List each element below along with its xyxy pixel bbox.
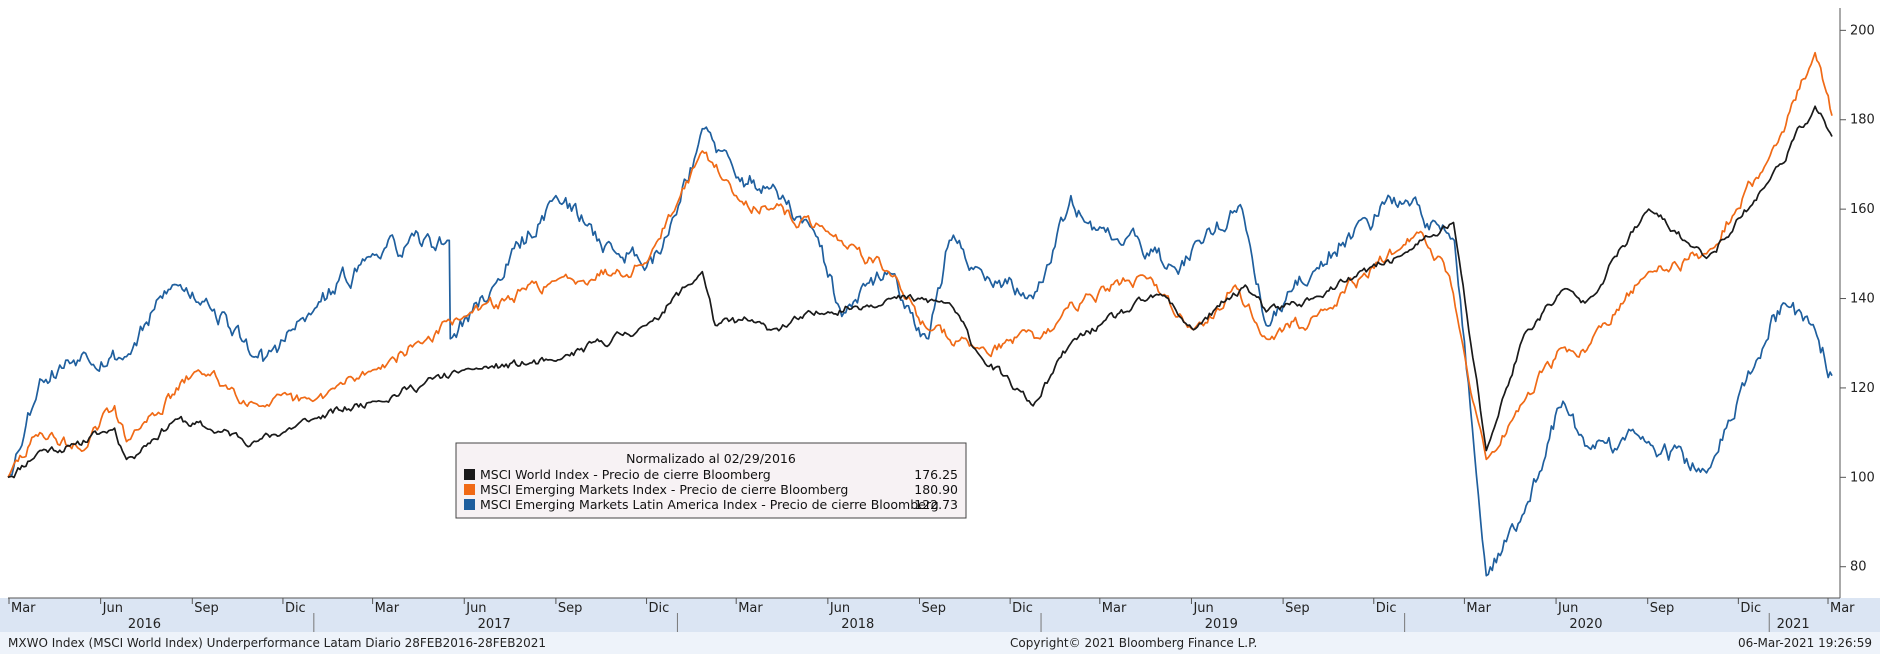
footer-band <box>0 632 1880 654</box>
x-month-tick-label: Mar <box>1102 601 1127 616</box>
x-month-tick-label: Dic <box>285 601 306 616</box>
y-tick-label: 80 <box>1850 560 1867 575</box>
y-axis-ticks: 80 100 120 140 160 180 200 <box>1840 23 1875 575</box>
x-year-tick-label: 2021 <box>1777 617 1810 632</box>
x-month-tick-label: Sep <box>194 601 219 616</box>
x-axis-ticks: Mar Jun Sep Dic Mar Jun Sep Dic Mar Jun Sep Dic Mar J… <box>8 598 1855 632</box>
x-month-tick-label: Dic <box>1376 601 1397 616</box>
x-month-tick-label: Sep <box>558 601 583 616</box>
series-line-world <box>7 105 1833 479</box>
y-tick-label: 200 <box>1850 23 1875 38</box>
x-month-tick-label: Mar <box>1830 601 1855 616</box>
series-line-latam <box>7 126 1833 577</box>
y-tick-label: 100 <box>1850 470 1875 485</box>
x-month-tick-label: Dic <box>1740 601 1761 616</box>
footer-copyright-text: Copyright© 2021 Bloomberg Finance L.P. <box>1010 636 1257 650</box>
y-tick-label: 180 <box>1850 113 1875 128</box>
legend: Normalizado al 02/29/2016 MSCI World Ind… <box>455 442 967 519</box>
x-month-tick-label: Mar <box>1466 601 1491 616</box>
series-line-em <box>7 51 1833 478</box>
legend-swatch-world <box>464 469 475 480</box>
x-month-tick-label: Jun <box>1192 601 1213 616</box>
x-month-tick-label: Dic <box>1012 601 1033 616</box>
x-month-tick-label: Mar <box>375 601 400 616</box>
x-month-tick-label: Mar <box>11 601 36 616</box>
y-tick-label: 160 <box>1850 202 1875 217</box>
legend-value-em: 180.90 <box>914 482 958 497</box>
legend-swatch-em <box>464 484 475 495</box>
legend-value-latam: 122.73 <box>914 497 958 512</box>
footer-timestamp-text: 06-Mar-2021 19:26:59 <box>1738 636 1872 650</box>
y-tick-label: 140 <box>1850 292 1875 307</box>
series-layer <box>7 51 1833 577</box>
x-month-tick-label: Jun <box>102 601 123 616</box>
x-month-tick-label: Sep <box>1650 601 1675 616</box>
x-year-tick-label: 2018 <box>841 617 874 632</box>
x-month-tick-label: Sep <box>1285 601 1310 616</box>
x-month-tick-label: Sep <box>922 601 947 616</box>
plot-area <box>7 51 1833 577</box>
x-month-tick-label: Mar <box>738 601 763 616</box>
legend-box <box>455 442 967 519</box>
legend-value-world: 176.25 <box>914 467 958 482</box>
legend-swatch-latam <box>464 499 475 510</box>
x-month-tick-label: Jun <box>1557 601 1578 616</box>
legend-label-em: MSCI Emerging Markets Index - Precio de … <box>480 482 848 497</box>
x-year-tick-label: 2019 <box>1205 617 1238 632</box>
x-year-tick-label: 2016 <box>128 617 161 632</box>
x-month-tick-label: Dic <box>649 601 670 616</box>
x-year-tick-label: 2017 <box>478 617 511 632</box>
legend-label-world: MSCI World Index - Precio de cierre Bloo… <box>480 467 771 482</box>
footer-left-text: MXWO Index (MSCI World Index) Underperfo… <box>8 636 546 650</box>
x-month-tick-label: Jun <box>829 601 850 616</box>
legend-title: Normalizado al 02/29/2016 <box>626 451 796 466</box>
x-month-tick-label: Jun <box>465 601 486 616</box>
legend-label-latam: MSCI Emerging Markets Latin America Inde… <box>480 497 939 512</box>
y-tick-label: 120 <box>1850 381 1875 396</box>
x-year-tick-label: 2020 <box>1569 617 1602 632</box>
